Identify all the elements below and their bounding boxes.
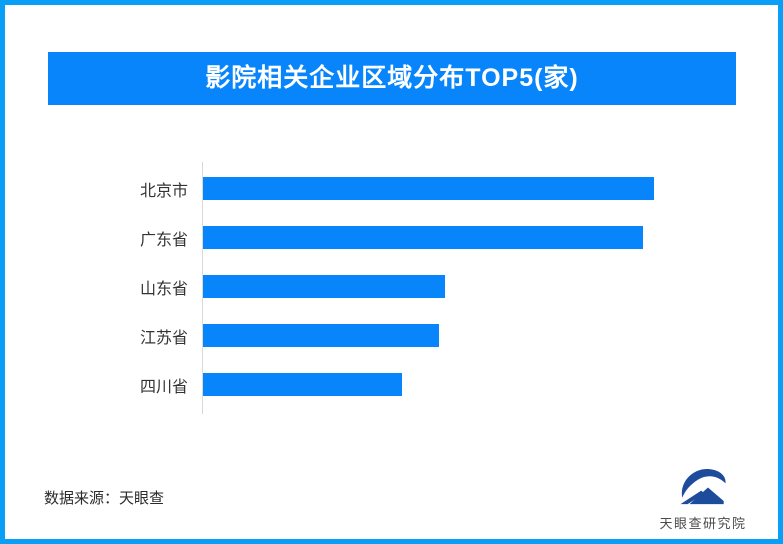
category-label: 四川省 bbox=[139, 378, 188, 396]
brand-logo-text: 天眼查研究院 bbox=[659, 516, 747, 531]
bar-chart: 北京市 广东省 山东省 江苏省 四川省 bbox=[44, 162, 744, 414]
bar-track bbox=[202, 275, 744, 298]
bar-rows: 北京市 广东省 山东省 江苏省 四川省 bbox=[44, 164, 744, 409]
bar-track bbox=[202, 324, 744, 347]
bar-row: 山东省 bbox=[44, 262, 744, 311]
bar-row: 江苏省 bbox=[44, 311, 744, 360]
bar bbox=[203, 226, 643, 249]
bar-track bbox=[202, 177, 744, 200]
bar-row: 广东省 bbox=[44, 213, 744, 262]
bar-track bbox=[202, 226, 744, 249]
bar-track bbox=[202, 373, 744, 396]
chart-title-banner: 影院相关企业区域分布TOP5(家) bbox=[48, 52, 736, 105]
y-axis-line bbox=[202, 162, 203, 414]
bar bbox=[203, 324, 439, 347]
bar bbox=[203, 275, 445, 298]
bar bbox=[203, 373, 402, 396]
category-label: 山东省 bbox=[139, 280, 188, 298]
bar-row: 北京市 bbox=[44, 164, 744, 213]
category-label: 江苏省 bbox=[139, 329, 188, 347]
bar bbox=[203, 177, 654, 200]
bar-row: 四川省 bbox=[44, 360, 744, 409]
chart-title: 影院相关企业区域分布TOP5(家) bbox=[205, 64, 579, 92]
data-source-text: 数据来源：天眼查 bbox=[44, 490, 165, 507]
brand-logo: 天眼查研究院 bbox=[645, 465, 761, 532]
category-label: 广东省 bbox=[139, 231, 188, 249]
tianyancha-logo-icon bbox=[680, 468, 726, 505]
category-label: 北京市 bbox=[139, 182, 188, 200]
